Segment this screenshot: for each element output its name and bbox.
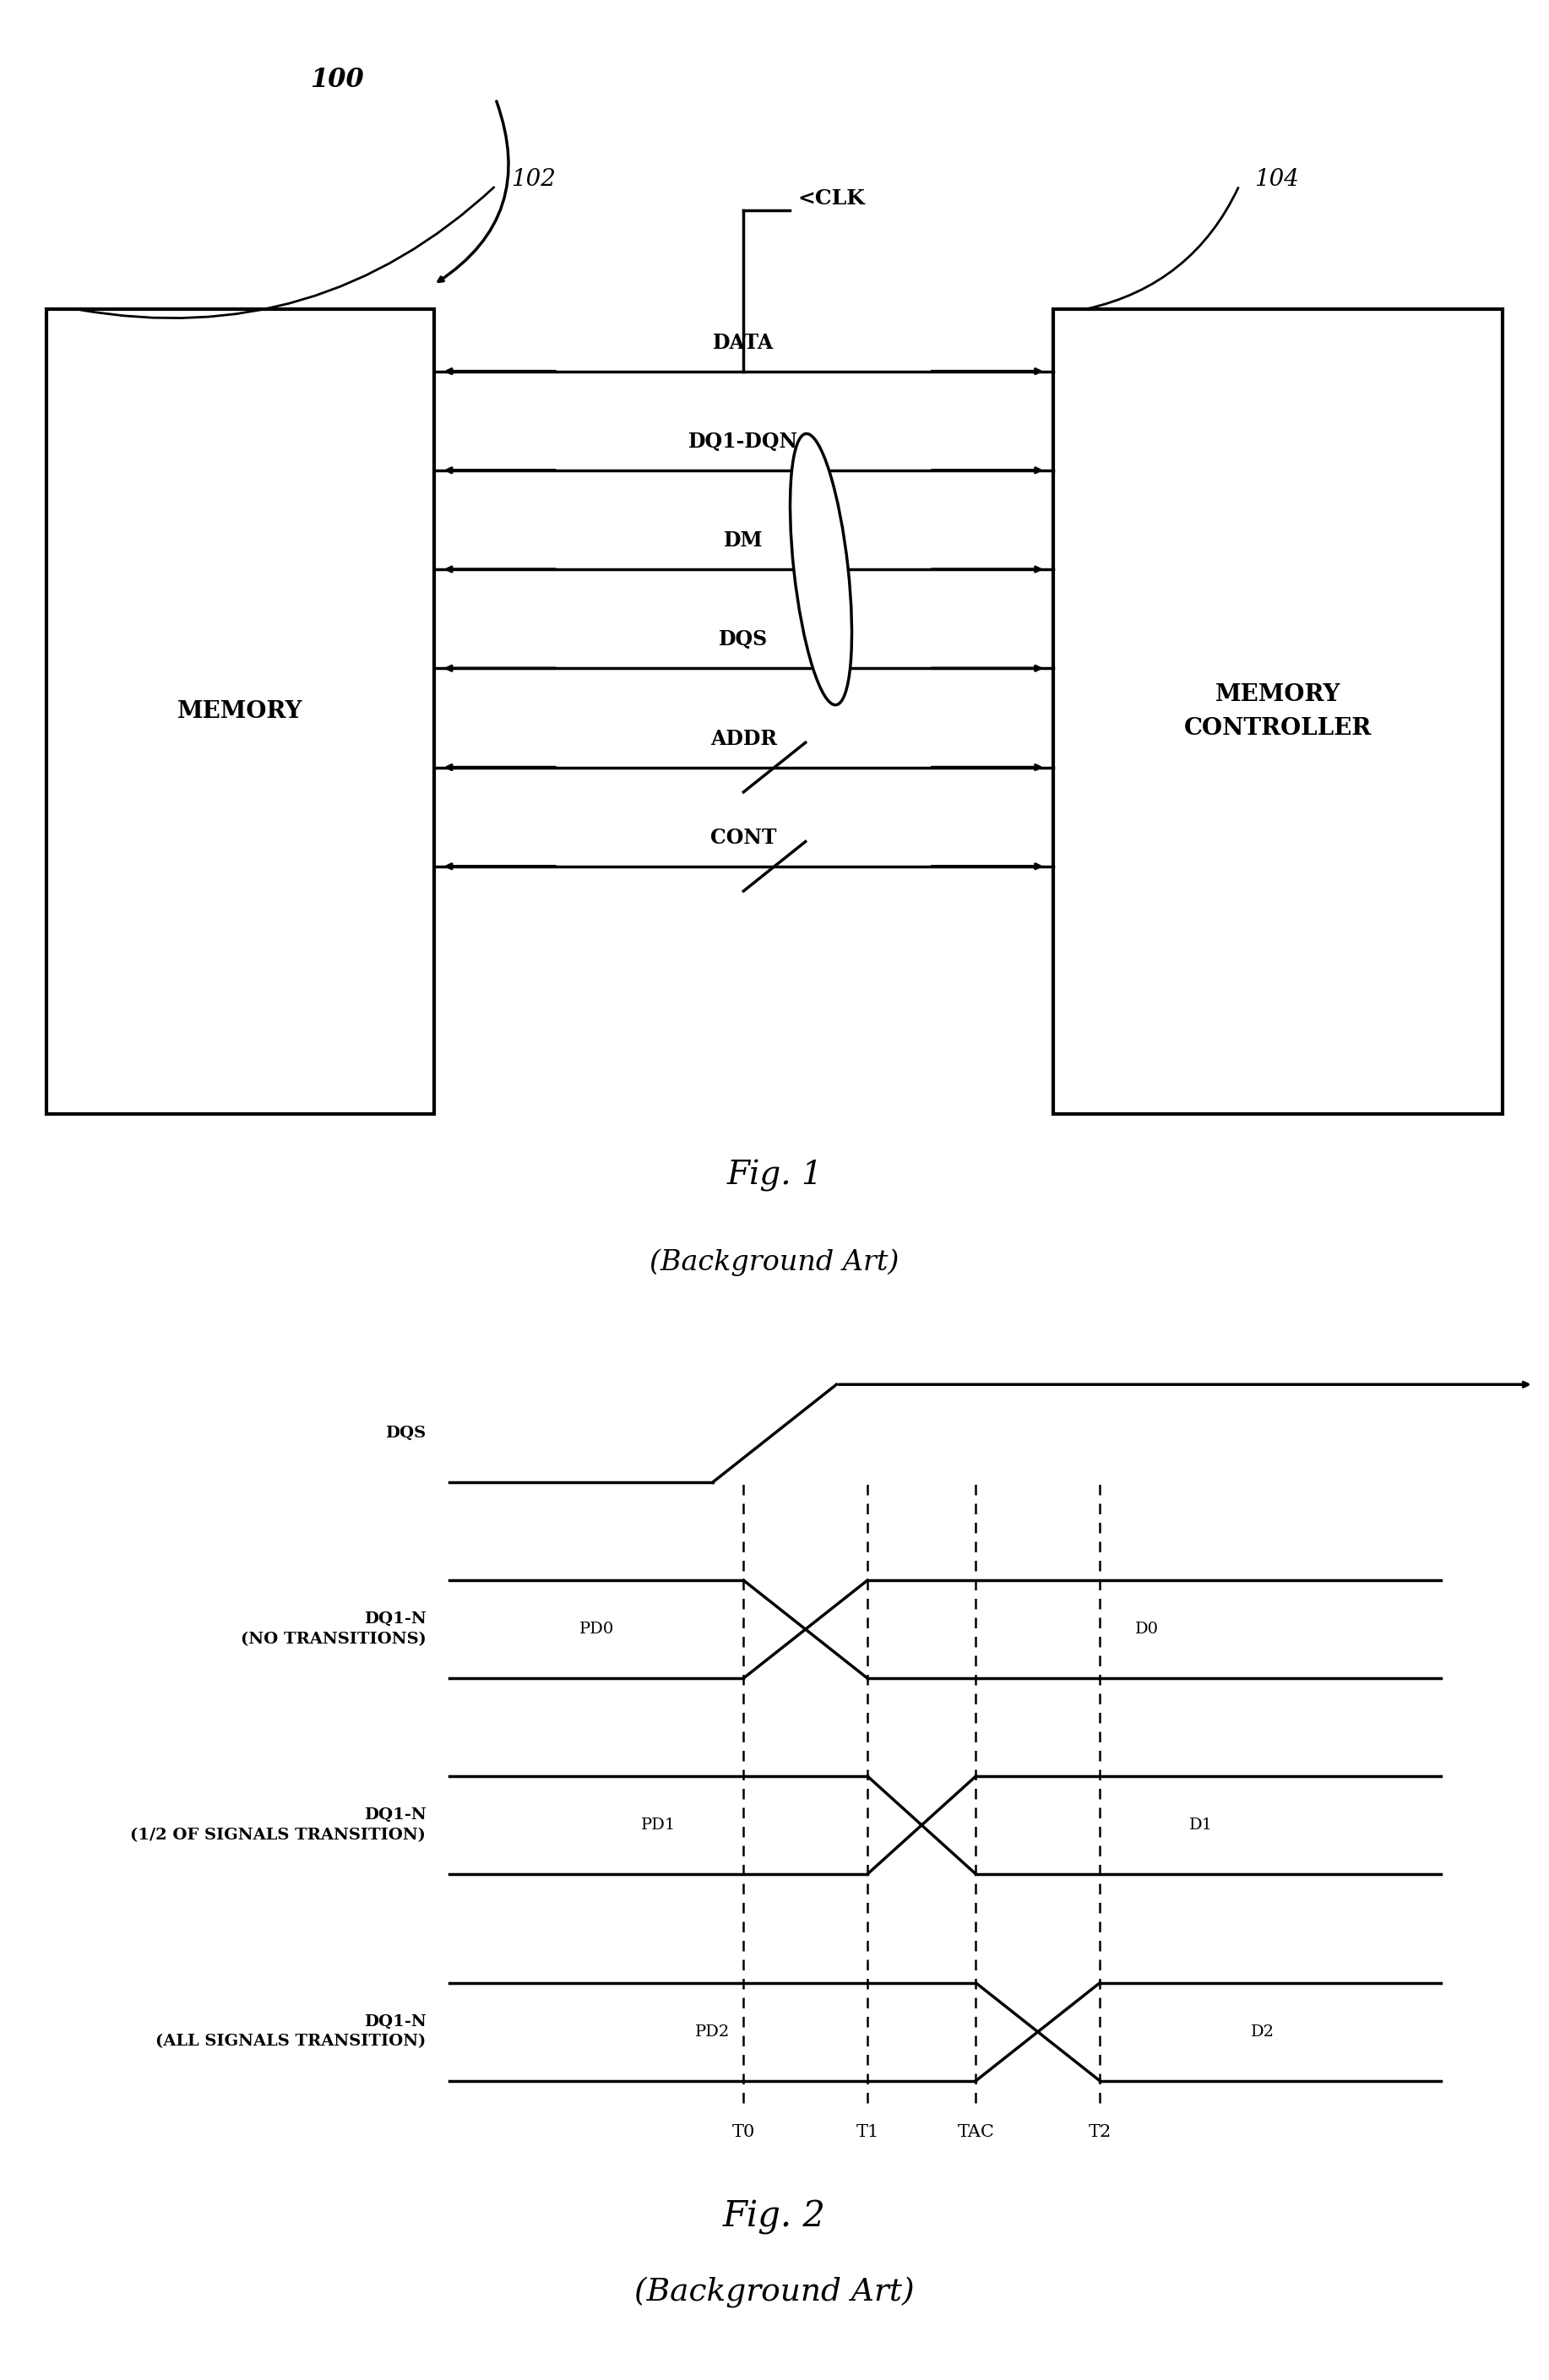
Text: DQ1-DQN: DQ1-DQN <box>689 431 798 452</box>
Text: 104: 104 <box>1255 169 1300 190</box>
Text: ADDR: ADDR <box>709 728 778 750</box>
Text: DQS: DQS <box>719 628 768 650</box>
Text: TAC: TAC <box>957 2125 994 2140</box>
Ellipse shape <box>790 433 852 704</box>
Text: MEMORY: MEMORY <box>178 700 302 724</box>
Text: DQ1-N
(1/2 OF SIGNALS TRANSITION): DQ1-N (1/2 OF SIGNALS TRANSITION) <box>130 1806 426 1842</box>
Text: DQS: DQS <box>386 1426 426 1440</box>
Text: <CLK: <CLK <box>798 188 866 209</box>
Text: CONT: CONT <box>711 828 776 847</box>
Bar <box>46 309 434 1114</box>
Text: PD1: PD1 <box>641 1818 675 1833</box>
Text: 100: 100 <box>310 67 364 93</box>
Text: 102: 102 <box>511 169 556 190</box>
Text: (Background Art): (Background Art) <box>649 1250 900 1276</box>
Text: D2: D2 <box>1252 2025 1275 2040</box>
Text: T0: T0 <box>733 2125 754 2140</box>
Text: D1: D1 <box>1190 1818 1213 1833</box>
Text: DQ1-N
(NO TRANSITIONS): DQ1-N (NO TRANSITIONS) <box>240 1611 426 1647</box>
Text: T2: T2 <box>1089 2125 1111 2140</box>
Text: Fig. 2: Fig. 2 <box>723 2199 826 2235</box>
Text: (Background Art): (Background Art) <box>635 2278 914 2309</box>
Text: PD2: PD2 <box>696 2025 730 2040</box>
Text: Fig. 1: Fig. 1 <box>726 1159 823 1192</box>
Text: PD0: PD0 <box>579 1621 613 1637</box>
Text: DQ1-N
(ALL SIGNALS TRANSITION): DQ1-N (ALL SIGNALS TRANSITION) <box>155 2013 426 2049</box>
Text: T1: T1 <box>857 2125 878 2140</box>
Text: MEMORY
CONTROLLER: MEMORY CONTROLLER <box>1183 683 1372 740</box>
Text: DM: DM <box>723 531 764 550</box>
Text: DATA: DATA <box>713 333 774 352</box>
Bar <box>1053 309 1503 1114</box>
Text: D0: D0 <box>1135 1621 1159 1637</box>
